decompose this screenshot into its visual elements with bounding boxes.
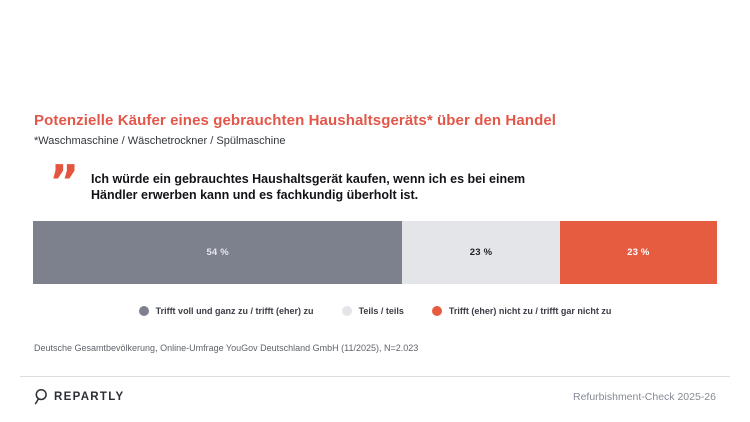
page-title: Potenzielle Käufer eines gebrauchten Hau… xyxy=(34,112,557,129)
page-subtitle: *Waschmaschine / Wäschetrockner / Spülma… xyxy=(34,135,286,147)
quote-icon: ” xyxy=(49,155,79,209)
footer: REPARTLY Refurbishment-Check 2025-26 xyxy=(0,377,750,406)
repartly-logo-icon xyxy=(33,388,48,406)
legend-label: Trifft (eher) nicht zu / trifft gar nich… xyxy=(448,306,612,316)
quote-line-1: Ich würde ein gebrauchtes Haushaltsgerät… xyxy=(91,172,526,186)
quote-text: Ich würde ein gebrauchtes Haushaltsgerät… xyxy=(91,170,525,203)
legend-label: Trifft voll und ganz zu / trifft (eher) … xyxy=(155,306,314,316)
quote-block: ” Ich würde ein gebrauchtes Haushaltsger… xyxy=(49,155,716,209)
legend-item: Trifft (eher) nicht zu / trifft gar nich… xyxy=(431,306,612,316)
bar-segment: 23 % xyxy=(402,221,560,284)
edition-label: Refurbishment-Check 2025-26 xyxy=(573,391,716,403)
bar-segment: 23 % xyxy=(559,221,717,284)
legend-item: Teils / teils xyxy=(341,306,404,316)
legend-dot-icon xyxy=(138,306,149,316)
footer-divider xyxy=(20,376,730,377)
legend-dot-icon xyxy=(431,306,442,316)
bar-segment: 54 % xyxy=(33,221,403,284)
stacked-bar: 54 % 23 % 23 % xyxy=(33,221,717,284)
source-note: Deutsche Gesamtbevölkerung, Online-Umfra… xyxy=(34,343,419,353)
quote-line-2: Händler erwerben kann und es fachkundig … xyxy=(91,188,419,202)
legend-label: Teils / teils xyxy=(358,306,404,316)
legend: Trifft voll und ganz zu / trifft (eher) … xyxy=(34,306,716,316)
legend-dot-icon xyxy=(341,306,352,316)
legend-item: Trifft voll und ganz zu / trifft (eher) … xyxy=(138,306,314,316)
brand-logo: REPARTLY xyxy=(33,388,124,406)
brand-name: REPARTLY xyxy=(54,391,125,403)
infographic: Potenzielle Käufer eines gebrauchten Hau… xyxy=(0,112,750,353)
